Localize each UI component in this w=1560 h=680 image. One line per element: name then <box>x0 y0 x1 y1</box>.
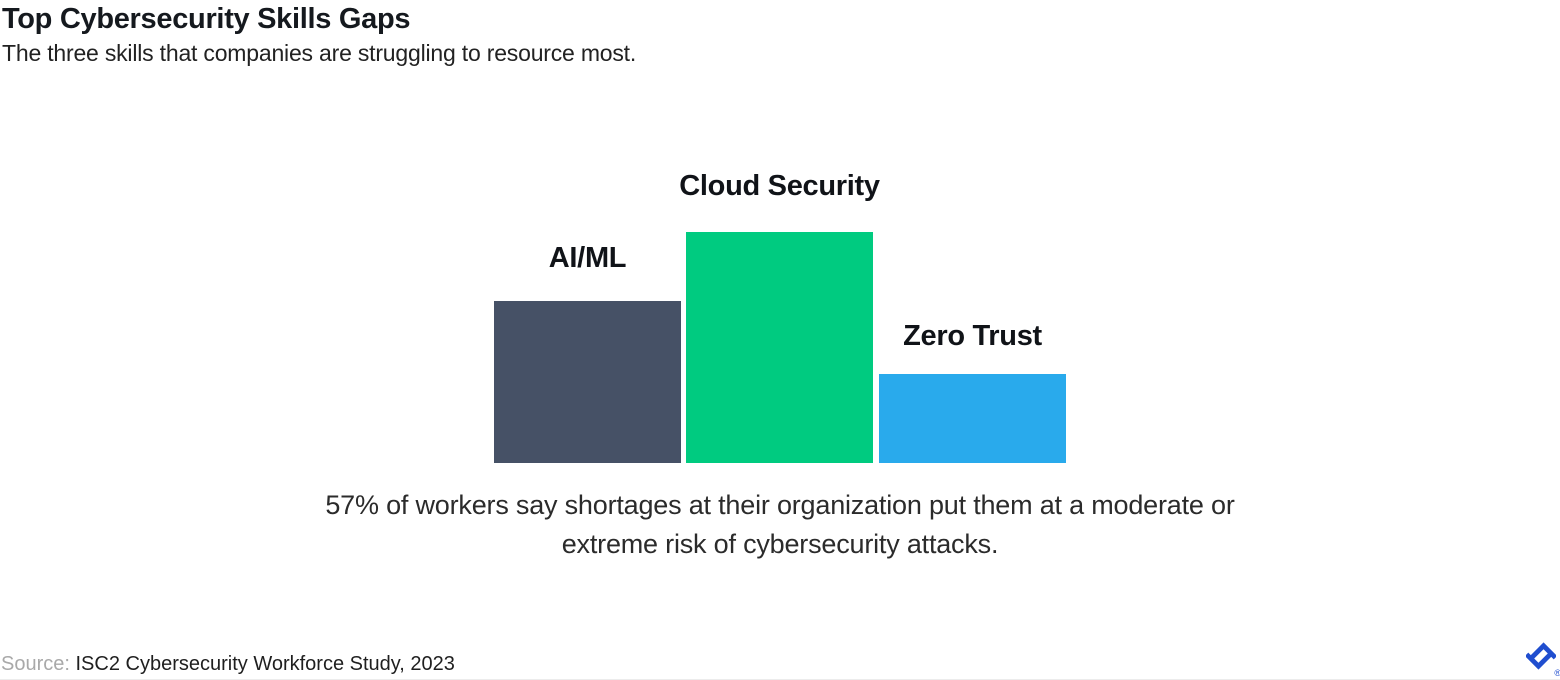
bar-label-cloud-security: Cloud Security <box>679 170 880 202</box>
bar-zero-trust <box>879 374 1066 463</box>
page-title: Top Cybersecurity Skills Gaps <box>2 3 411 35</box>
chart-caption-line2: extreme risk of cybersecurity attacks. <box>561 529 999 559</box>
chart-caption: 57% of workers say shortages at their or… <box>0 486 1560 564</box>
bar-cloud-security <box>686 232 873 463</box>
source-label: Source: <box>1 653 76 675</box>
bar-label-ai-ml: AI/ML <box>548 242 627 274</box>
source-text: ISC2 Cybersecurity Workforce Study, 2023 <box>75 653 455 675</box>
source-line: Source: ISC2 Cybersecurity Workforce Stu… <box>1 652 455 676</box>
toptal-logo-icon: ® <box>1524 639 1560 678</box>
page-subtitle: The three skills that companies are stru… <box>2 40 637 66</box>
bar-ai-ml <box>494 301 681 463</box>
registered-trademark-icon: ® <box>1554 669 1560 678</box>
bar-label-zero-trust: Zero Trust <box>903 320 1042 352</box>
chart-caption-line1: 57% of workers say shortages at their or… <box>325 490 1235 520</box>
